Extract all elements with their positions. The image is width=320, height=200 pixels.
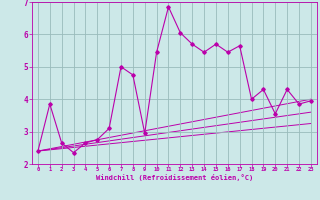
X-axis label: Windchill (Refroidissement éolien,°C): Windchill (Refroidissement éolien,°C)	[96, 174, 253, 181]
